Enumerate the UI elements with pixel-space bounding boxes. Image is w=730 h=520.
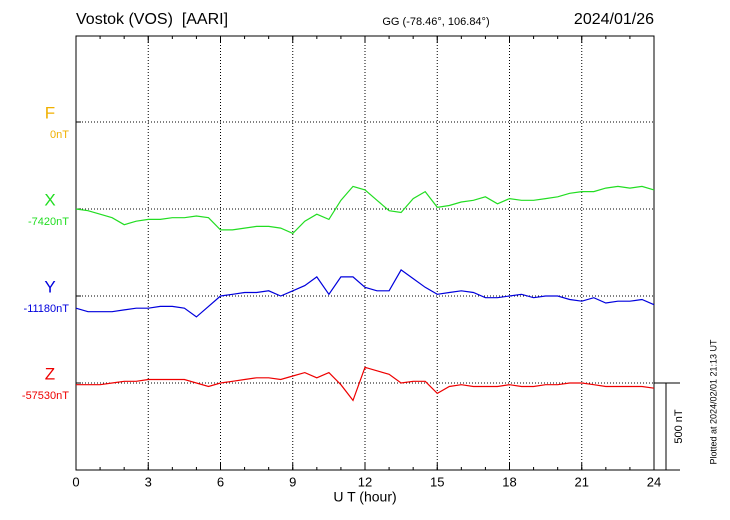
- plot-note: Plotted at 2024/02/01 21:13 UT: [708, 339, 718, 465]
- series-line: [75, 185, 655, 235]
- baseline-label: 0nT: [50, 129, 69, 141]
- series-line: [75, 269, 655, 318]
- x-tick-label: 24: [647, 474, 661, 489]
- chart-subtitle: GG (-78.46°, 106.84°): [382, 16, 489, 28]
- x-tick-label: 15: [430, 474, 444, 489]
- x-tick-label: 12: [358, 474, 372, 489]
- baseline-label: -11180nT: [24, 303, 70, 315]
- x-axis-label: U T (hour): [333, 489, 396, 505]
- series-name: Y: [44, 277, 55, 296]
- series-name: X: [44, 190, 55, 209]
- x-tick-label: 6: [217, 474, 224, 489]
- chart-title: Vostok (VOS) [AARI]: [76, 11, 228, 28]
- series-name: Z: [45, 364, 55, 383]
- x-tick-label: 9: [289, 474, 296, 489]
- x-tick-label: 3: [145, 474, 152, 489]
- scale-bar-label: 500 nT: [673, 409, 685, 444]
- series-name: F: [45, 103, 55, 122]
- x-tick-label: 0: [72, 474, 79, 489]
- baseline-label: -57530nT: [22, 390, 69, 402]
- x-tick-label: 18: [502, 474, 516, 489]
- x-tick-label: 21: [575, 474, 589, 489]
- series-line: [76, 366, 655, 402]
- chart-date: 2024/01/26: [574, 11, 654, 28]
- baseline-label: -7420nT: [28, 216, 69, 228]
